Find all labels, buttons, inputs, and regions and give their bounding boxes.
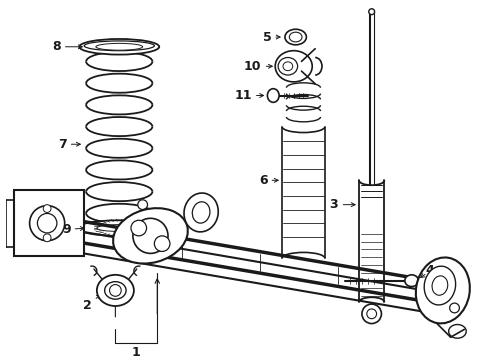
Ellipse shape [183, 193, 218, 232]
Text: 3: 3 [328, 198, 337, 211]
Bar [14, 190, 84, 256]
Circle shape [43, 205, 51, 212]
Circle shape [43, 234, 51, 242]
Ellipse shape [275, 51, 312, 82]
Ellipse shape [415, 257, 469, 323]
Ellipse shape [97, 225, 142, 231]
Ellipse shape [77, 220, 161, 236]
Text: 11: 11 [234, 89, 251, 102]
Circle shape [30, 206, 64, 241]
Circle shape [361, 304, 381, 324]
Circle shape [154, 236, 170, 251]
Ellipse shape [113, 208, 187, 264]
Ellipse shape [104, 282, 126, 299]
Text: 1: 1 [131, 346, 140, 359]
Circle shape [368, 9, 374, 15]
Text: 4: 4 [425, 265, 433, 278]
Ellipse shape [285, 29, 306, 45]
Ellipse shape [97, 275, 134, 306]
Text: 6: 6 [258, 174, 267, 187]
Text: 2: 2 [83, 298, 92, 311]
Circle shape [133, 218, 168, 253]
Circle shape [131, 220, 146, 236]
Circle shape [366, 309, 376, 319]
Ellipse shape [423, 266, 455, 305]
Ellipse shape [283, 62, 292, 71]
Text: 8: 8 [52, 40, 61, 53]
Ellipse shape [431, 276, 447, 295]
Ellipse shape [96, 43, 142, 50]
Ellipse shape [278, 58, 297, 75]
Circle shape [138, 200, 147, 210]
Ellipse shape [84, 41, 154, 51]
Ellipse shape [404, 275, 418, 287]
Text: 10: 10 [244, 60, 261, 73]
Text: 9: 9 [62, 222, 70, 235]
Circle shape [109, 284, 121, 296]
Circle shape [449, 303, 458, 313]
Text: 5: 5 [262, 31, 271, 44]
Circle shape [37, 213, 57, 233]
Text: 7: 7 [58, 138, 66, 151]
Ellipse shape [267, 89, 279, 102]
Ellipse shape [79, 39, 159, 55]
Ellipse shape [289, 32, 302, 42]
Ellipse shape [192, 202, 209, 223]
